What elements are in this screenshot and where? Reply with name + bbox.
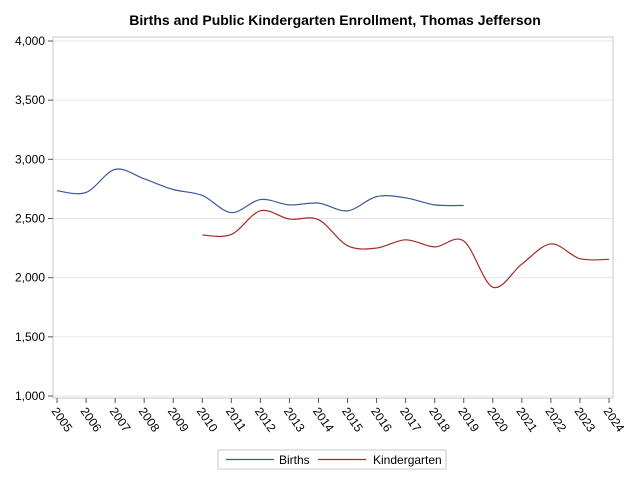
births-line (56, 168, 464, 214)
y-tick-label: 4,000 (15, 34, 45, 48)
plot-frame (52, 36, 614, 399)
x-tick-label: 2008 (136, 405, 163, 435)
x-tick-label: 2009 (165, 405, 192, 435)
kindergarten-line (202, 209, 610, 289)
legend-label-births: Births (279, 453, 310, 467)
series-lines (56, 168, 610, 289)
grid-lines (53, 40, 613, 397)
y-tick-label: 3,000 (15, 152, 45, 166)
x-tick-label: 2023 (571, 405, 598, 435)
x-tick-label: 2024 (601, 405, 628, 435)
x-tick-label: 2019 (455, 405, 482, 435)
y-tick-label: 1,500 (15, 330, 45, 344)
x-tick-label: 2010 (194, 405, 221, 435)
x-tick-label: 2016 (368, 405, 395, 435)
x-tick-label: 2006 (78, 405, 105, 435)
legend: Births Kindergarten (217, 449, 447, 470)
x-tick-label: 2007 (107, 405, 134, 435)
x-tick-label: 2012 (252, 405, 279, 435)
x-tick-label: 2011 (223, 405, 249, 434)
x-tick-label: 2005 (49, 405, 76, 435)
x-tick-label: 2018 (426, 405, 453, 435)
x-tick-label: 2015 (339, 405, 366, 435)
x-tick-label: 2022 (542, 405, 569, 435)
x-tick-label: 2017 (397, 405, 424, 435)
x-tick-label: 2014 (310, 405, 337, 435)
y-tick-label: 3,500 (15, 93, 45, 107)
legend-label-kindergarten: Kindergarten (373, 453, 442, 467)
x-tick-label: 2013 (281, 405, 308, 435)
y-tick-label: 1,000 (15, 389, 45, 403)
chart-title: Births and Public Kindergarten Enrollmen… (129, 12, 541, 28)
x-tick-label: 2021 (513, 405, 540, 435)
x-tick-label: 2020 (484, 405, 511, 435)
y-tick-label: 2,000 (15, 271, 45, 285)
y-tick-label: 2,500 (15, 212, 45, 226)
